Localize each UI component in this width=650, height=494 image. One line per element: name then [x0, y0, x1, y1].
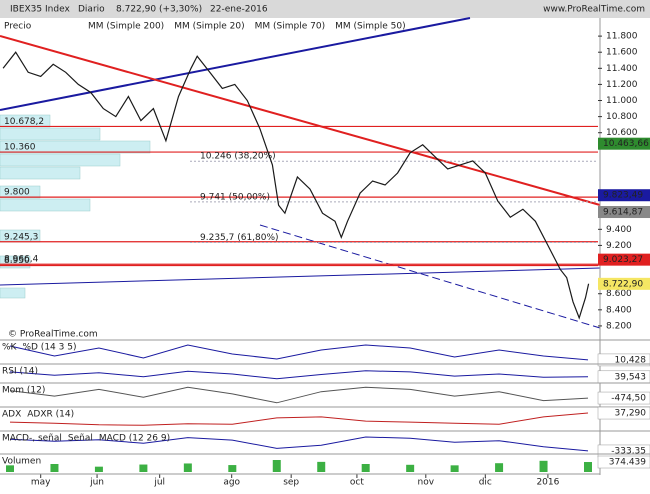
- y-tick-label: 9.200: [606, 241, 632, 251]
- trendline: [0, 35, 601, 206]
- last-value-box: [597, 455, 650, 469]
- y-tick-label: 11.400: [606, 64, 638, 74]
- volume-bar: [94, 466, 103, 472]
- trendline: [0, 17, 471, 111]
- legend-entry: MM (Simple 200): [88, 22, 164, 32]
- legend-entry: MM (Simple 50): [335, 22, 405, 32]
- indicator-label: %K: [2, 343, 18, 353]
- last-value-label: 9.614,87: [603, 208, 643, 218]
- last-value-label: 9.023,27: [603, 255, 643, 265]
- volume-bar: [450, 465, 459, 472]
- indicator-label: Volumen: [2, 457, 41, 467]
- volume-bar: [228, 465, 237, 472]
- volume-bar: [584, 462, 592, 472]
- last-value-box: [598, 137, 650, 150]
- y-tick-label: 8.600: [606, 289, 632, 299]
- volume-bar: [317, 461, 326, 472]
- indicator-label: Mom (12): [2, 386, 45, 396]
- last-value-label: 9.823,49: [603, 191, 643, 201]
- last-value-box: [597, 391, 650, 405]
- last-value-box: [598, 189, 650, 202]
- header-bar: [0, 0, 650, 18]
- y-tick-label: 8.400: [606, 305, 632, 315]
- indicator-label: %D (14 3 5): [22, 343, 76, 353]
- volume-bar: [272, 460, 281, 472]
- last-value-label: -333,35: [611, 446, 646, 456]
- last-value-label: 37,290: [615, 409, 647, 419]
- indicator-label: MACD-, señal: [2, 434, 62, 444]
- symbol: IBEX35 Index: [10, 5, 70, 15]
- indicator-line: [9, 386, 589, 404]
- y-tick-label: 11.200: [606, 80, 638, 90]
- last-value-label: -474,50: [611, 394, 646, 404]
- fibonacci-label: 9.741 (50,00%): [200, 192, 270, 202]
- x-tick-label: ago: [223, 478, 240, 488]
- last-value-box: [597, 353, 650, 367]
- x-tick-label: jun: [89, 478, 104, 488]
- last-value-box: [598, 253, 650, 266]
- volume-bar: [406, 464, 415, 472]
- volume-bar: [495, 463, 504, 472]
- y-tick-label: 11.000: [606, 96, 638, 106]
- last-value-label: 10,428: [615, 355, 647, 365]
- copyright: © ProRealTime.com: [8, 330, 98, 340]
- y-tick-label: 9.400: [606, 225, 632, 235]
- last-value-box: [597, 406, 650, 420]
- volume-bar: [539, 460, 548, 472]
- last-price-label: 8.722,90: [603, 279, 643, 289]
- y-tick-label: 8.200: [606, 321, 632, 331]
- level-label: 9.245,3: [4, 232, 38, 242]
- date: 22-ene-2016: [210, 5, 268, 15]
- fibonacci-label: 9.235,7 (61,80%): [200, 233, 279, 243]
- site[interactable]: www.ProRealTime.com: [543, 5, 645, 15]
- volume-bar: [50, 464, 59, 472]
- indicator-label: Señal: [68, 434, 93, 444]
- legend-entry: MM (Simple 70): [255, 22, 325, 32]
- y-tick-label: 10.600: [606, 128, 638, 138]
- price: 8.722,90 (+3,30%): [116, 5, 202, 15]
- indicator-line: [9, 436, 589, 452]
- volume-bar: [361, 464, 370, 472]
- indicator-line: [9, 412, 589, 426]
- level-label: 10.678,2: [4, 117, 44, 127]
- volume-bar: [139, 464, 148, 472]
- price-line: [2, 51, 590, 320]
- indicator-label: RSI (14): [2, 367, 38, 377]
- x-tick-label: sep: [283, 478, 299, 488]
- x-tick-label: may: [31, 478, 51, 488]
- indicator-label: ADXR (14): [27, 410, 74, 420]
- last-value-label: 39,543: [615, 372, 647, 382]
- y-tick-label: 11.800: [606, 32, 638, 42]
- legend-entry: MM (Simple 20): [174, 22, 244, 32]
- level-label: 10.360: [4, 143, 36, 153]
- level-label: 8.966,4: [4, 255, 39, 265]
- level-label: 9.800: [4, 188, 30, 198]
- panel-label: Precio: [4, 22, 32, 32]
- indicator-line: [9, 344, 589, 361]
- last-value-label: 10.463,66: [603, 139, 649, 149]
- last-price-box: [598, 277, 650, 290]
- y-tick-label: 11.600: [606, 48, 638, 58]
- trendline: [0, 267, 601, 286]
- period: Diario: [78, 5, 105, 15]
- level-label: 8.950: [4, 256, 30, 266]
- volume-bar: [6, 465, 14, 472]
- fibonacci-label: 10.246 (38,20%): [200, 152, 276, 162]
- volume-bar: [183, 463, 192, 472]
- indicator-label: ADX: [2, 410, 21, 420]
- indicator-line: [9, 370, 589, 380]
- x-tick-label: dic: [479, 478, 492, 488]
- x-tick-label: nov: [418, 478, 435, 488]
- y-tick-label: 10.800: [606, 112, 638, 122]
- x-tick-label: oct: [350, 478, 364, 488]
- last-value-label: 374.439: [609, 458, 646, 468]
- x-tick-label: jul: [153, 478, 165, 488]
- last-value-box: [598, 206, 650, 219]
- x-tick-label: 2016: [536, 478, 559, 488]
- indicator-label: MACD (12 26 9): [99, 434, 170, 444]
